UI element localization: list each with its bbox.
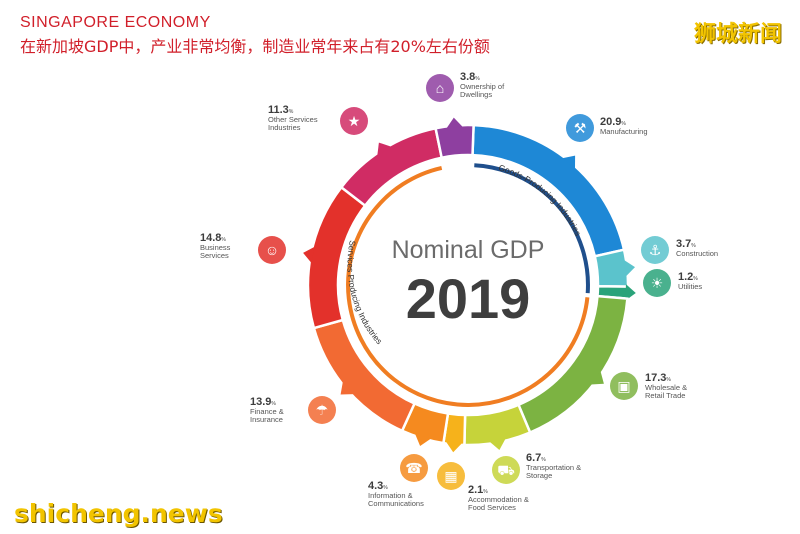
slice-pointer-accommodation-and-food-services <box>445 441 463 453</box>
slice-pointer-finance-and-insurance <box>340 381 354 395</box>
slice-label-value: 11.3% <box>268 104 294 116</box>
slice-wholesale-and-retail-trade <box>516 294 629 435</box>
slice-ownership-of-dwellings <box>434 123 475 160</box>
slice-label-value: 17.3% <box>645 372 671 384</box>
slice-label-value: 3.8% <box>460 71 480 83</box>
slice-pointer-transportation-and-storage <box>489 438 506 450</box>
factory-icon-glyph: ⚒ <box>574 120 587 136</box>
umbrella-icon-glyph: ☂ <box>316 402 329 418</box>
slice-label-name: Ownership of <box>460 82 505 91</box>
umbrella-icon <box>308 396 336 424</box>
phone-icon-glyph: ☎ <box>405 460 422 476</box>
factory-icon <box>566 114 594 142</box>
slice-label-name: Transportation & <box>526 463 581 472</box>
slice-pointer-ownership-of-dwellings <box>446 117 463 129</box>
goods-producing-ring <box>474 163 590 294</box>
star-icon-glyph: ★ <box>348 113 361 129</box>
donut-slices <box>303 117 636 453</box>
truck-icon <box>492 456 520 484</box>
services-producing-label: Services Producing Industries <box>345 240 384 347</box>
brand-logo-top: 狮城新闻 <box>693 22 782 47</box>
star-icon <box>340 107 368 135</box>
inner-group-rings <box>346 163 590 407</box>
house-icon-glyph: ⌂ <box>436 80 444 96</box>
slice-labels: 20.9%Manufacturing 3.7%Construction 1.2%Ut… <box>200 71 718 512</box>
center-title: Nominal GDP <box>392 236 545 264</box>
slice-label-name: Information & <box>368 491 413 500</box>
header-title-zh: 在新加坡GDP中，产业非常均衡，制造业常年来占有20%左右份额 <box>20 37 490 56</box>
slice-label-name: Industries <box>268 123 301 132</box>
store-icon-glyph: ▣ <box>617 378 630 394</box>
bulb-icon <box>643 269 671 297</box>
slice-icons: ⚒ ⚓ ☀ ▣ ⛟ ▦ ☎ ☂ ☺ ★ ⌂ <box>258 74 671 490</box>
slice-label-name: Accommodation & <box>468 495 529 504</box>
slice-pointer-other-services-industries <box>377 142 392 156</box>
slice-label-name: Storage <box>526 471 552 480</box>
slice-pointer-business-services <box>303 246 315 263</box>
slice-label-value: 3.7% <box>676 238 696 250</box>
slice-label-name: Food Services <box>468 503 516 512</box>
header-title-en: SINGAPORE ECONOMY <box>20 14 211 31</box>
building-icon <box>437 462 465 490</box>
truck-icon-glyph: ⛟ <box>497 462 515 478</box>
slice-pointer-wholesale-and-retail-trade <box>590 371 604 385</box>
slice-pointer-utilities <box>625 284 636 301</box>
slice-pointer-construction <box>624 260 635 277</box>
slice-pointer-manufacturing <box>562 155 576 169</box>
slice-label-value: 1.2% <box>678 271 698 283</box>
slice-label-name: Retail Trade <box>645 391 685 400</box>
slice-label-name: Services <box>200 251 229 260</box>
slice-label-name: Dwellings <box>460 90 492 99</box>
phone-icon <box>400 454 428 482</box>
slice-label-name: Wholesale & <box>645 383 687 392</box>
slice-transportation-and-storage <box>463 403 532 447</box>
store-icon <box>610 372 638 400</box>
slice-label-value: 4.3% <box>368 480 388 492</box>
slice-label-name: Utilities <box>678 282 702 291</box>
slice-label-name: Manufacturing <box>600 127 648 136</box>
slice-label-name: Communications <box>368 499 424 508</box>
slice-construction <box>593 248 630 288</box>
crane-icon <box>641 236 669 264</box>
businessman-icon <box>258 236 286 264</box>
center-year: 2019 <box>406 267 531 330</box>
businessman-icon-glyph: ☺ <box>265 242 279 258</box>
slice-pointer-information-and-communications <box>415 433 431 446</box>
bulb-icon-glyph: ☀ <box>651 275 664 291</box>
slice-label-value: 2.1% <box>468 484 488 496</box>
slice-label-name: Finance & <box>250 407 284 416</box>
slice-label-name: Construction <box>676 249 718 258</box>
brand-watermark-bottom: shicheng.news <box>14 499 223 528</box>
slice-label-value: 13.9% <box>250 396 276 408</box>
slice-label-value: 14.8% <box>200 232 226 244</box>
services-producing-ring <box>346 165 590 407</box>
building-icon-glyph: ▦ <box>444 468 457 484</box>
slice-label-name: Insurance <box>250 415 283 424</box>
crane-icon-glyph: ⚓ <box>649 242 662 258</box>
slice-label-value: 20.9% <box>600 116 626 128</box>
slice-label-value: 6.7% <box>526 452 546 464</box>
house-icon <box>426 74 454 102</box>
slice-label-name: Other Services <box>268 115 318 124</box>
slice-label-name: Business <box>200 243 231 252</box>
